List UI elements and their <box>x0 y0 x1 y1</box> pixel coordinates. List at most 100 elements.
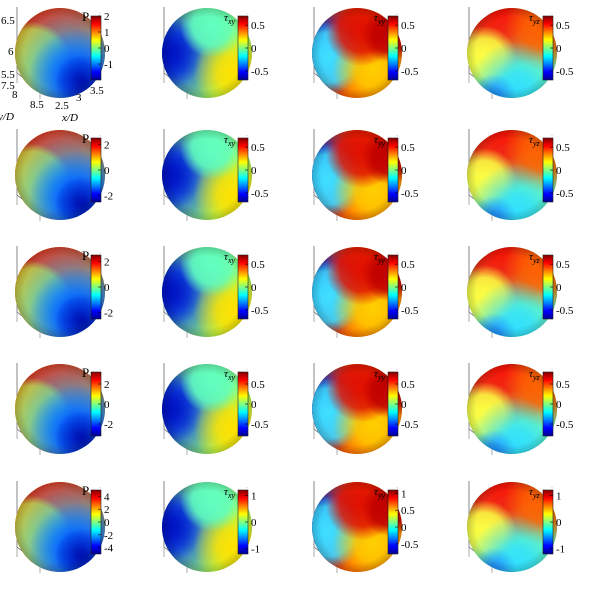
colorbar-tick-label: 0.5 <box>556 259 570 271</box>
sphere-surface <box>15 482 105 572</box>
colorbar-tick-label: 2 <box>104 504 110 516</box>
panel-tyz-r2: 0.5 0 -0.5 τyz <box>467 246 574 338</box>
colorbar-tick-label: -0.5 <box>251 305 269 317</box>
colorbar: 0.5 0 -0.5 τyz <box>529 134 574 203</box>
panel-tyy-r4: 1 0.5 0 -0.5 τyy <box>312 481 419 573</box>
colorbar-tick-label: -0.5 <box>401 305 419 317</box>
colorbar-tick-label: 2 <box>104 11 110 23</box>
colorbar-tick-label: -4 <box>104 543 114 555</box>
panel-tyy-r1: 0.5 0 -0.5 τyy <box>312 129 419 221</box>
colorbar-title: τyy <box>374 368 385 382</box>
panel-pressure-r1: 2 0 -2 P <box>15 129 113 221</box>
sphere-surface <box>15 8 105 98</box>
panel-pressure-r2: 2 0 -2 P <box>15 246 113 338</box>
colorbar-tick-label: 0 <box>556 43 562 55</box>
colorbar: 2 0 -2 P <box>82 131 113 203</box>
colorbar-tick-label: 0 <box>401 399 407 411</box>
y-tick-label: 8 <box>12 89 18 101</box>
colorbar-tick-label: -0.5 <box>251 419 269 431</box>
sphere-surface <box>162 8 252 98</box>
colorbar-title: P <box>82 483 89 498</box>
colorbar: 0.5 0 -0.5 τyy <box>374 368 419 437</box>
colorbar-title: P <box>82 9 89 24</box>
colorbar-title: P <box>82 248 89 263</box>
colorbar-tick-label: 0 <box>401 522 407 534</box>
panel-grid: 2 1 0 -1 P 0.5 0 -0.5 τxy 0.5 0 -0.5 τyy 0.5 0 -0.5 τyz 2… <box>15 7 574 573</box>
colorbar-tick-label: -0.5 <box>251 188 269 200</box>
colorbar-tick-label: 0 <box>556 517 562 529</box>
colorbar-tick-label: 2 <box>104 256 110 268</box>
colorbar-tick-label: -2 <box>104 530 113 542</box>
colorbar: 0.5 0 -0.5 τxy <box>224 134 269 203</box>
colorbar-title: τyz <box>529 134 540 148</box>
colorbar-tick-label: 0.5 <box>401 259 415 271</box>
panel-tyy-r0: 0.5 0 -0.5 τyy <box>312 7 419 99</box>
colorbar: 1 0 -1 τyz <box>529 486 565 556</box>
colorbar-tick-label: 0.5 <box>556 142 570 154</box>
colorbar-tick-label: -2 <box>104 191 113 203</box>
colorbar-title: τyz <box>529 368 540 382</box>
colorbar-title: P <box>82 365 89 380</box>
colorbar-tick-label: 0 <box>401 43 407 55</box>
panel-tyz-r4: 1 0 -1 τyz <box>467 481 565 573</box>
colorbar-tick-label: -0.5 <box>401 188 419 200</box>
colorbar-tick-label: 0 <box>556 282 562 294</box>
colorbar: 0.5 0 -0.5 τyz <box>529 12 574 81</box>
colorbar-tick-label: 4 <box>104 491 110 503</box>
colorbar: 0.5 0 -0.5 τyy <box>374 134 419 203</box>
colorbar-title: τxy <box>224 12 235 26</box>
sphere-surface <box>312 482 402 572</box>
sphere-surface <box>312 130 402 220</box>
sphere-surface <box>162 364 252 454</box>
colorbar-tick-label: 0 <box>104 399 110 411</box>
colorbar: 2 1 0 -1 P <box>82 9 113 81</box>
sphere-surface <box>162 247 252 337</box>
colorbar-tick-label: 0 <box>104 282 110 294</box>
sphere-surface <box>15 247 105 337</box>
sphere-surface <box>15 130 105 220</box>
sphere-surface <box>162 482 252 572</box>
sphere-surface <box>467 130 557 220</box>
sphere-surface <box>162 130 252 220</box>
colorbar-title: τyz <box>529 251 540 265</box>
panel-tyz-r0: 0.5 0 -0.5 τyz <box>467 7 574 99</box>
colorbar-tick-label: 0.5 <box>251 20 265 32</box>
y-tick-label: 7.5 <box>1 80 15 92</box>
colorbar-tick-label: 0 <box>104 517 110 529</box>
colorbar-tick-label: -0.5 <box>556 66 574 78</box>
colorbar-tick-label: 0 <box>251 517 257 529</box>
colorbar-tick-label: -0.5 <box>401 66 419 78</box>
colorbar-title: P <box>82 131 89 146</box>
y-axis-label: y/D <box>0 111 14 123</box>
colorbar-tick-label: 2 <box>104 139 110 151</box>
colorbar-tick-label: 1 <box>251 490 257 502</box>
panel-tyz-r1: 0.5 0 -0.5 τyz <box>467 129 574 221</box>
colorbar-tick-label: 0 <box>251 282 257 294</box>
colorbar-tick-label: -1 <box>104 59 113 71</box>
x-tick-label: 3 <box>76 92 82 104</box>
panel-txy-r2: 0.5 0 -0.5 τxy <box>162 246 269 338</box>
colorbar-tick-label: 0 <box>104 43 110 55</box>
colorbar-tick-label: -1 <box>251 544 260 556</box>
colorbar-tick-label: 1 <box>401 488 407 500</box>
colorbar: 0.5 0 -0.5 τyz <box>529 368 574 437</box>
z-tick-label: 6 <box>8 46 14 58</box>
colorbar-gradient <box>387 489 399 555</box>
colorbar: 0.5 0 -0.5 τyy <box>374 12 419 81</box>
colorbar-tick-label: 0.5 <box>251 379 265 391</box>
panel-txy-r3: 0.5 0 -0.5 τxy <box>162 363 269 455</box>
colorbar-tick-label: 1 <box>104 27 110 39</box>
colorbar-title: τxy <box>224 368 235 382</box>
x-axis-label: x/D <box>61 112 78 124</box>
colorbar: 0.5 0 -0.5 τyy <box>374 251 419 320</box>
colorbar-tick-label: 0.5 <box>401 379 415 391</box>
colorbar-title: τyy <box>374 486 385 500</box>
panel-pressure-r3: 2 0 -2 P <box>15 363 113 455</box>
colorbar-tick-label: 0.5 <box>401 20 415 32</box>
colorbar-tick-label: 0 <box>251 165 257 177</box>
colorbar-tick-label: -0.5 <box>401 419 419 431</box>
colorbar-tick-label: 0.5 <box>251 142 265 154</box>
colorbar: 0.5 0 -0.5 τyz <box>529 251 574 320</box>
colorbar-tick-label: -0.5 <box>401 539 419 551</box>
axis-annotations: 6.5 6 5.5 7.5 8 8.5 2.5 3 3.5 y/D x/D <box>0 15 104 124</box>
